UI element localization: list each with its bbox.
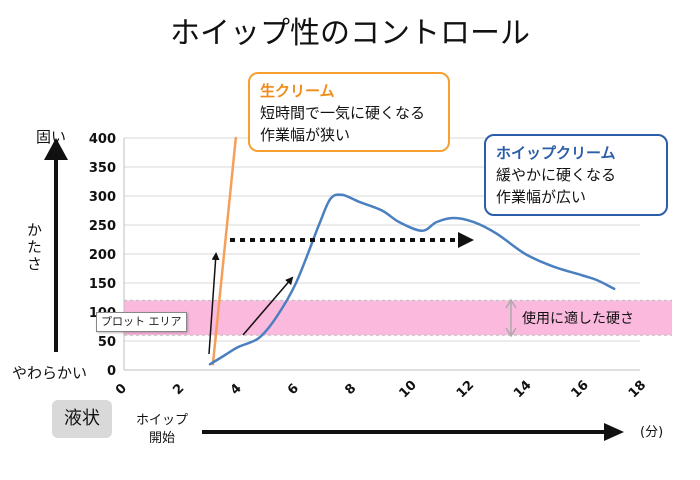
x-tick-label-4: 4	[228, 381, 245, 398]
liquid-label: 液状	[52, 400, 112, 438]
x-tick-label-16: 16	[568, 378, 591, 401]
x-tick-label-18: 18	[626, 378, 649, 401]
fresh-cream-callout: 生クリーム 短時間で一気に硬くなる 作業幅が狭い	[248, 72, 450, 152]
minutes-unit-label: (分)	[640, 425, 664, 440]
y-tick-label-400: 400	[89, 132, 116, 147]
series-line-1	[211, 136, 238, 366]
hardness-label: かたさ	[25, 222, 43, 273]
whip-cream-line-1: 緩やかに硬くなる	[496, 166, 617, 184]
x-tick-label-2: 2	[170, 381, 187, 398]
x-tick-label-14: 14	[511, 378, 534, 401]
x-tick-label-10: 10	[396, 378, 419, 401]
y-tick-label-0: 0	[107, 364, 116, 379]
band-range-bottom-head	[505, 327, 517, 338]
band-range-top-head	[505, 298, 517, 309]
series-line-2	[208, 193, 616, 366]
plot-area-tooltip: プロット エリア	[96, 312, 187, 332]
x-tick-label-0: 0	[113, 381, 130, 398]
decoration-layer	[44, 138, 624, 441]
band-label: 使用に適した硬さ	[522, 310, 634, 327]
x-tick-label-6: 6	[285, 381, 302, 398]
whip-cream-heading: ホイップクリーム	[496, 144, 616, 162]
y-tick-label-350: 350	[89, 161, 116, 176]
hard-label: 固い	[36, 128, 67, 146]
fresh-cream-line-1: 短時間で一気に硬くなる	[260, 104, 426, 122]
whip-start-label: ホイップ 開始	[135, 413, 188, 446]
page-title: ホイップ性のコントロール	[170, 16, 530, 51]
soft-label: やわらかい	[12, 364, 88, 382]
time-arrowhead	[604, 423, 624, 441]
y-tick-label-200: 200	[89, 248, 116, 263]
series-layer	[208, 136, 616, 366]
x-tick-label-12: 12	[454, 378, 477, 401]
hardness-arrowhead	[44, 138, 68, 160]
fresh-cream-heading: 生クリーム	[260, 82, 335, 100]
y-tick-label-300: 300	[89, 190, 116, 205]
working-width-arrowhead	[458, 232, 474, 248]
fresh-cream-line-2: 作業幅が狭い	[260, 126, 351, 144]
whip-cream-line-2: 作業幅が広い	[496, 188, 587, 206]
y-tick-label-50: 50	[98, 335, 116, 350]
gentle-rise-arrow	[242, 276, 294, 336]
x-tick-label-8: 8	[342, 381, 359, 398]
y-tick-label-250: 250	[89, 219, 116, 234]
steep-rise-arrow	[208, 252, 220, 355]
y-tick-label-150: 150	[89, 277, 116, 292]
whip-cream-callout: ホイップクリーム 緩やかに硬くなる 作業幅が広い	[484, 134, 668, 216]
